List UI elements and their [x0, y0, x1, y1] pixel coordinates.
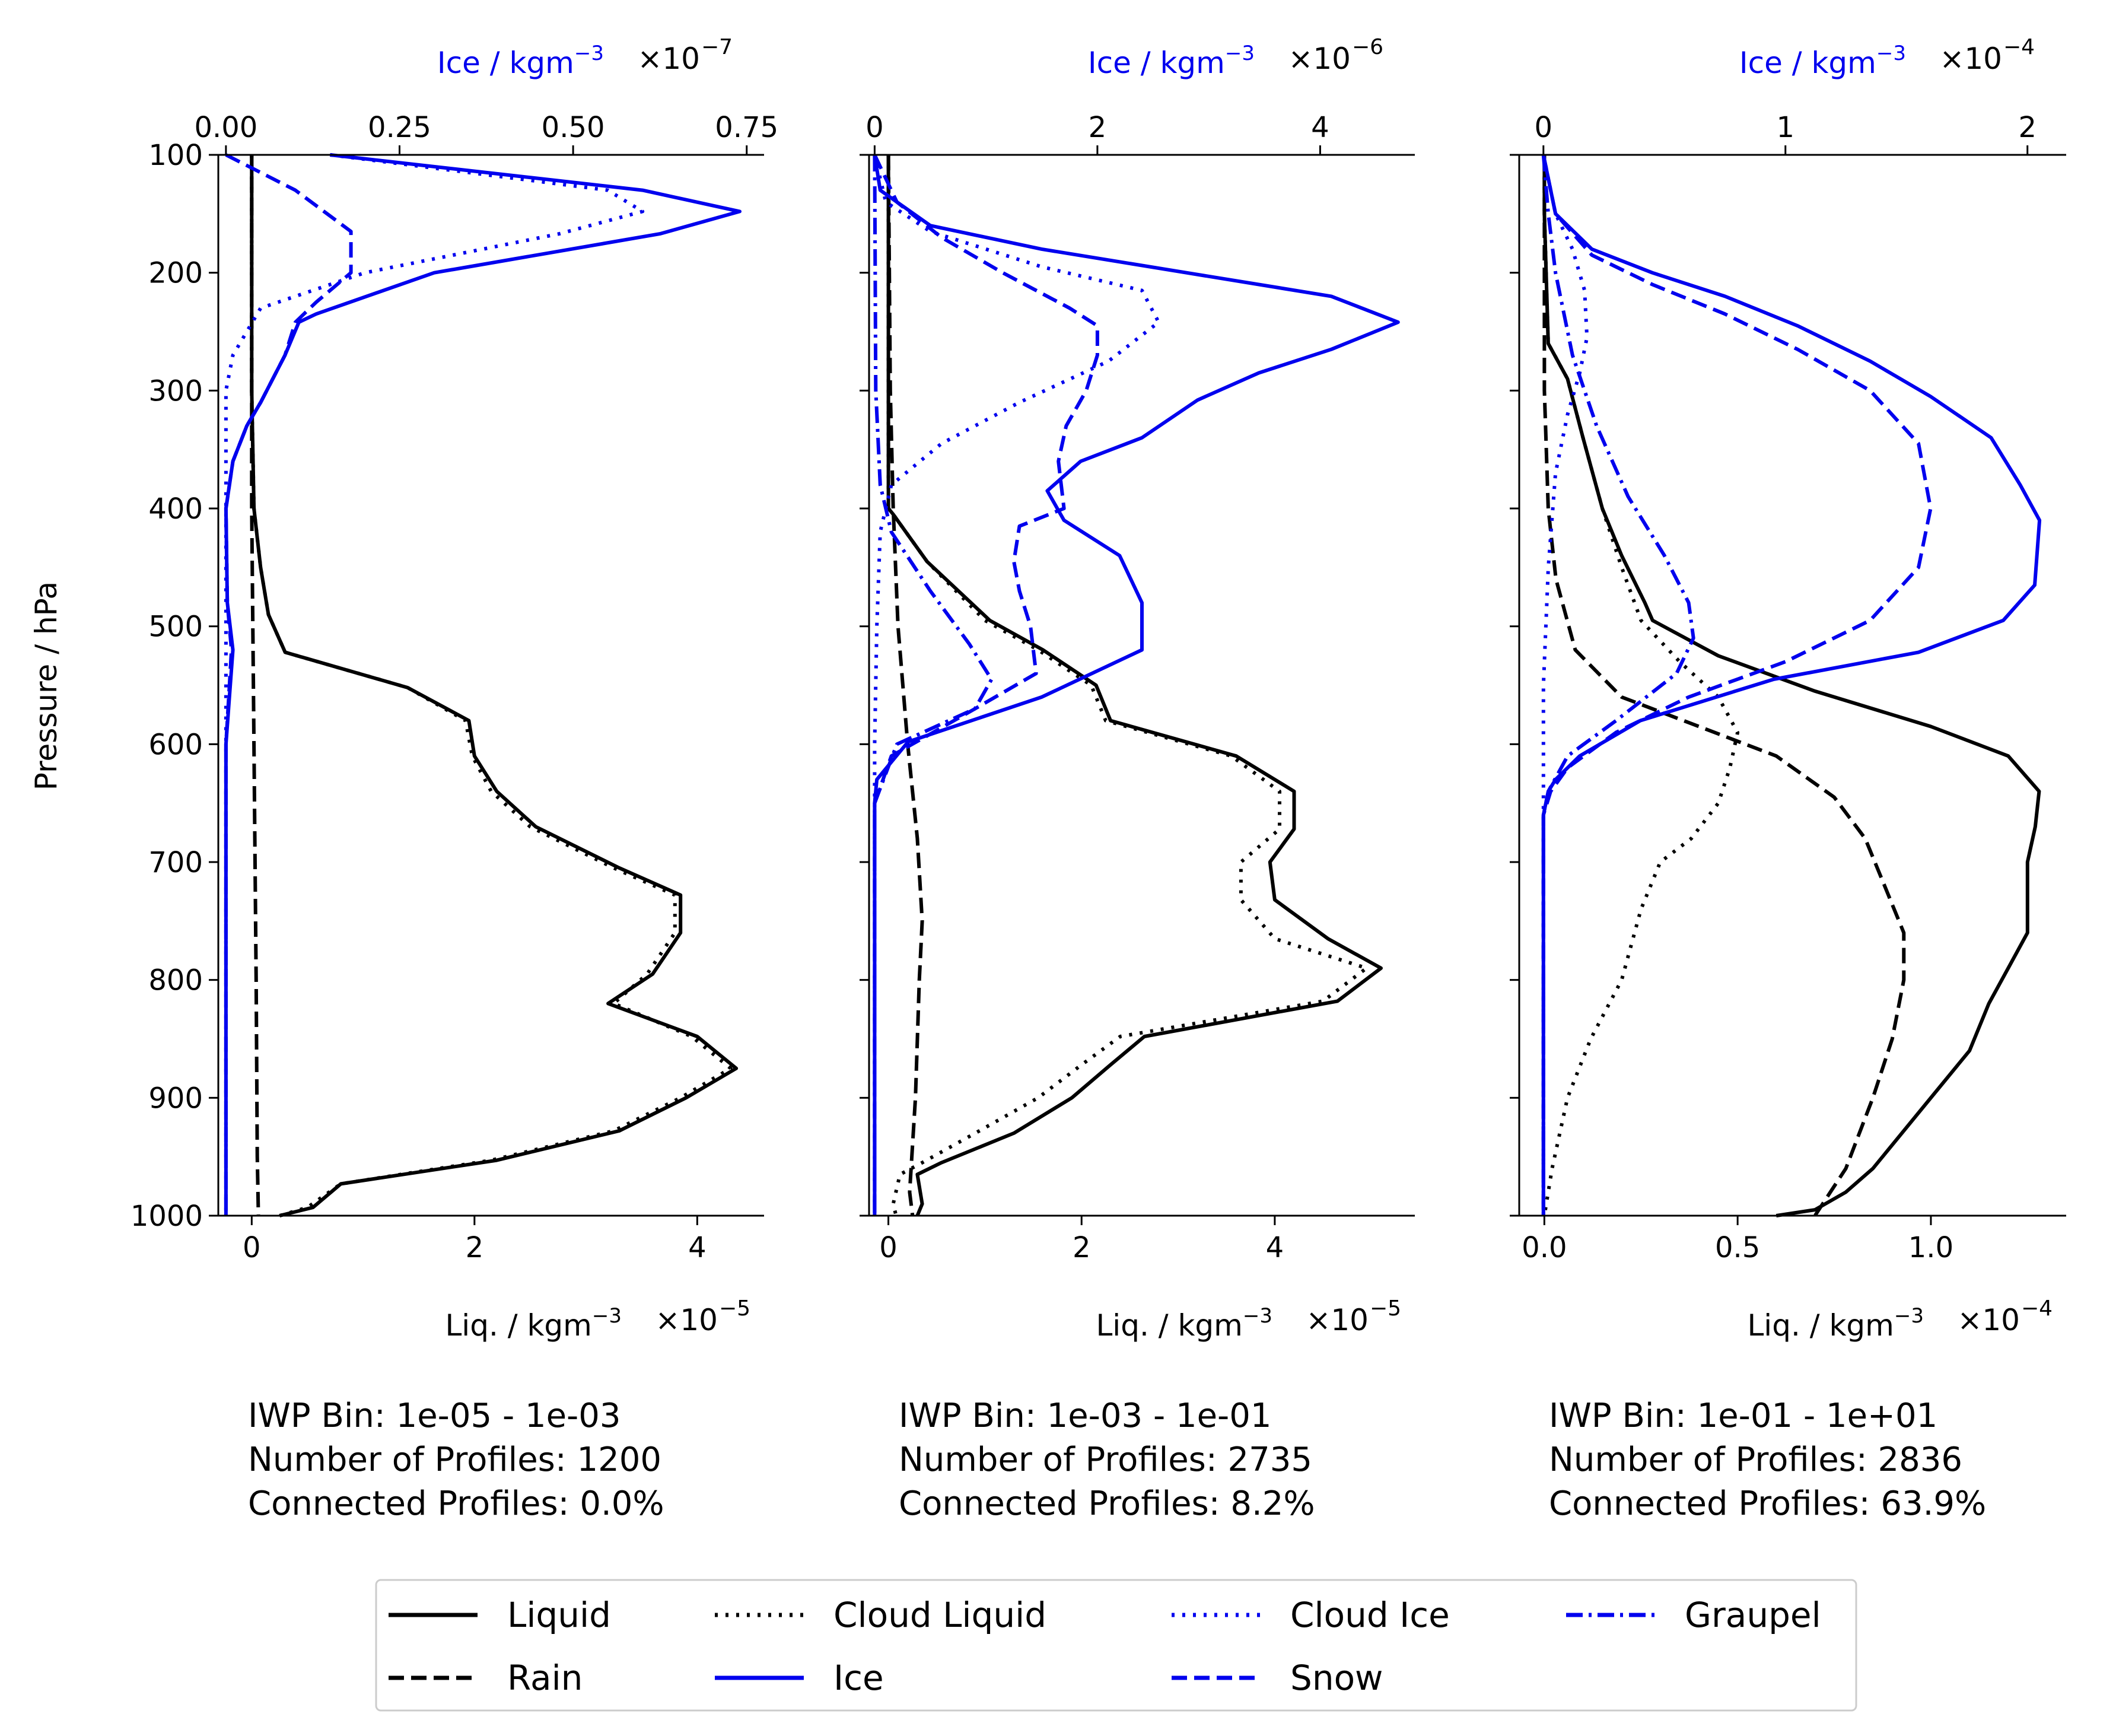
y-tick-label: 300 [148, 374, 203, 408]
y-tick-label: 100 [148, 139, 203, 172]
panel-info-line: Number of Profiles: 1200 [248, 1441, 661, 1479]
x-bottom-exponent: −5 [1370, 1296, 1401, 1321]
y-tick-label: 1000 [131, 1200, 203, 1233]
legend-label: Ice [833, 1658, 884, 1698]
y-tick-label: 500 [148, 611, 203, 644]
panel-info-line: IWP Bin: 1e-01 - 1e+01 [1549, 1397, 1937, 1435]
x-top-exponent: −7 [701, 35, 733, 59]
y-axis-label: Pressure / hPa [29, 581, 63, 790]
panel-info-line: IWP Bin: 1e-03 - 1e-01 [899, 1397, 1272, 1435]
x-top-axis-label: Ice / kgm−3 [1088, 42, 1255, 80]
x-bottom-tick-label: 0 [879, 1231, 898, 1264]
x-bottom-multiplier: ×10 [1957, 1303, 2020, 1337]
x-top-tick-label: 2 [2018, 111, 2037, 144]
legend-label: Rain [507, 1658, 583, 1698]
panel-info-line: Number of Profiles: 2735 [899, 1441, 1312, 1479]
x-bottom-tick-label: 4 [688, 1231, 707, 1264]
y-tick-label: 400 [148, 492, 203, 526]
series-snow [873, 154, 1099, 1216]
x-top-exponent: −6 [1352, 35, 1383, 59]
x-top-axis-label: Ice / kgm−3 [1739, 42, 1906, 80]
x-top-tick-label: 0.00 [194, 111, 257, 144]
series-ice [873, 154, 1400, 1216]
series-cloud-liquid [886, 155, 1369, 1216]
x-top-tick-label: 0 [1535, 111, 1553, 144]
legend-label: Cloud Ice [1290, 1595, 1450, 1635]
x-top-multiplier: ×10 [1288, 42, 1351, 76]
legend: Liquid Cloud Liquid Cloud Ice Graupel Rain Ic… [375, 1579, 1857, 1712]
series-graupel [873, 154, 994, 1216]
x-bottom-multiplier: ×10 [655, 1303, 718, 1337]
legend-label: Cloud Liquid [833, 1595, 1046, 1635]
y-tick-label: 900 [148, 1082, 203, 1115]
x-bottom-tick-label: 1.0 [1908, 1231, 1953, 1264]
x-bottom-tick-label: 0.0 [1522, 1231, 1567, 1264]
x-bottom-tick-label: 0 [243, 1231, 261, 1264]
x-top-tick-label: 4 [1311, 111, 1329, 144]
legend-label: Graupel [1685, 1595, 1821, 1635]
series-snow [1541, 154, 1933, 1216]
series-cloud-ice [873, 154, 1161, 1216]
x-top-exponent: −4 [2003, 35, 2035, 59]
x-bottom-tick-label: 2 [466, 1231, 484, 1264]
panel-info-line: Connected Profiles: 63.9% [1549, 1484, 1986, 1523]
x-bottom-tick-label: 2 [1073, 1231, 1091, 1264]
panel-1: 100 200 300 400 500 600 700 800 900 1000 0 2 4 0.00 0.… [131, 35, 778, 1523]
x-bottom-multiplier: ×10 [1306, 1303, 1369, 1337]
panel-info-line: Connected Profiles: 8.2% [899, 1484, 1315, 1523]
x-bottom-axis-label: Liq. / kgm−3 [1096, 1304, 1272, 1343]
panel-info-line: Connected Profiles: 0.0% [248, 1484, 664, 1523]
series-rain [1542, 155, 1906, 1217]
y-tick-label: 700 [148, 846, 203, 879]
legend-label: Snow [1290, 1658, 1383, 1698]
x-bottom-exponent: −5 [719, 1296, 750, 1321]
series-rain [250, 155, 260, 1216]
x-bottom-tick-label: 4 [1266, 1231, 1284, 1264]
x-bottom-axis-label: Liq. / kgm−3 [445, 1304, 622, 1343]
x-bottom-exponent: −4 [2021, 1296, 2053, 1321]
series-rain [886, 154, 924, 1216]
x-top-multiplier: ×10 [1939, 42, 2002, 76]
x-top-tick-label: 0.50 [542, 111, 605, 144]
x-top-tick-label: 1 [1776, 111, 1794, 144]
y-tick-label: 200 [148, 257, 203, 290]
x-top-multiplier: ×10 [637, 42, 700, 76]
y-tick-label: 600 [148, 728, 203, 761]
x-top-tick-label: 2 [1089, 111, 1107, 144]
panel-info-line: IWP Bin: 1e-05 - 1e-03 [248, 1397, 621, 1435]
series-liquid [250, 155, 739, 1217]
x-bottom-axis-label: Liq. / kgm−3 [1747, 1304, 1924, 1343]
series-cloud-liquid [1542, 155, 1740, 1216]
x-top-tick-label: 0 [866, 111, 884, 144]
x-top-axis-label: Ice / kgm−3 [437, 42, 604, 80]
y-tick-label: 800 [148, 964, 203, 997]
series-graupel [1541, 154, 1695, 1216]
x-top-tick-label: 0.25 [368, 111, 431, 144]
series-snow [224, 153, 353, 1216]
legend-label: Liquid [507, 1595, 611, 1635]
panel-info-line: Number of Profiles: 2836 [1549, 1441, 1962, 1479]
x-top-tick-label: 0.75 [715, 111, 778, 144]
x-bottom-tick-label: 0.5 [1715, 1231, 1760, 1264]
